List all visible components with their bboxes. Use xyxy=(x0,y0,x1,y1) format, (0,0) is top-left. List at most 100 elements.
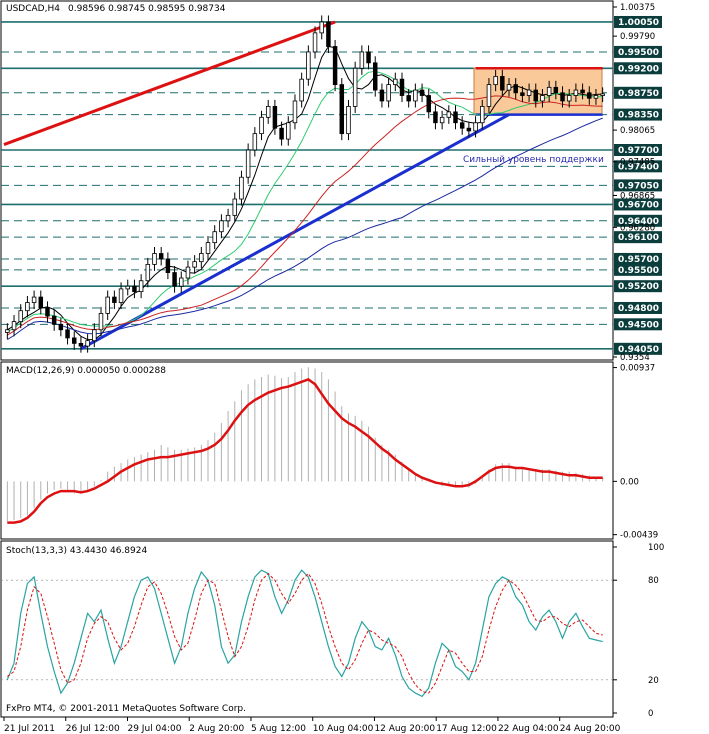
candle-body xyxy=(352,67,358,107)
candle-body xyxy=(366,51,371,64)
time-tick-label: 26 Jul 12:00 xyxy=(66,724,120,734)
candle-body xyxy=(339,84,345,135)
candle-body xyxy=(219,220,224,233)
level-price-tag xyxy=(614,301,662,314)
candle-body xyxy=(493,76,498,86)
price-tick-label: 0.97485 xyxy=(620,158,655,168)
level-price-tag xyxy=(614,160,662,173)
level-price-label: 1.00050 xyxy=(618,18,659,28)
candle-body xyxy=(439,116,445,124)
candle-body xyxy=(105,296,110,314)
stoch-main-line xyxy=(6,569,603,698)
level-price-tag xyxy=(614,86,662,99)
copyright-text: FxPro MT4, © 2001-2011 MetaQuotes Softwa… xyxy=(6,704,246,714)
candle-body xyxy=(125,285,130,290)
main-price-pane: 1.00050 0.99500 0.99200 0.98750 0.98350 0.977… xyxy=(0,0,662,363)
level-price-label: 0.98750 xyxy=(618,89,659,99)
resistance-trendline xyxy=(3,20,336,146)
candle-body xyxy=(279,127,284,140)
price-axis: 1.00050 0.99500 0.99200 0.98750 0.98350 0.977… xyxy=(613,3,662,363)
time-tick-label: 17 Aug 12:00 xyxy=(436,724,497,734)
candle-body xyxy=(453,111,458,124)
candle-body xyxy=(553,86,559,94)
candle-body xyxy=(332,46,338,86)
candle-body xyxy=(500,76,505,91)
candle-body xyxy=(326,21,331,47)
candle-body xyxy=(379,89,385,102)
candle-body xyxy=(520,92,525,96)
price-tick-label: 1.00375 xyxy=(620,3,655,13)
trendlines xyxy=(3,20,603,351)
candle-body xyxy=(593,95,599,99)
candle-body xyxy=(600,93,605,96)
stoch-tick-label: 100 xyxy=(648,543,664,553)
stoch-lines xyxy=(1,569,613,698)
candle-body xyxy=(199,253,204,263)
candle-body xyxy=(513,84,518,94)
price-tick-label: 0.99790 xyxy=(620,32,655,42)
level-price-tag xyxy=(614,263,662,276)
level-price-tag xyxy=(614,45,662,58)
candle-body xyxy=(252,133,258,151)
candle-body xyxy=(265,106,271,118)
candle-body xyxy=(560,92,565,102)
candle-body xyxy=(386,84,391,102)
candle-body xyxy=(58,323,64,331)
level-price-tag xyxy=(614,280,662,293)
candle-body xyxy=(466,127,472,132)
ma-red-line xyxy=(7,95,603,336)
macd-signal-path xyxy=(7,378,603,524)
candle-body xyxy=(192,261,197,268)
time-axis: 21 Jul 2011 26 Jul 12:00 29 Jul 04:00 2 Aug… xyxy=(1,716,621,734)
candle-body xyxy=(38,296,44,309)
time-tick-label: 10 Aug 04:00 xyxy=(313,724,374,734)
candle-body xyxy=(446,111,452,118)
macd-pane: 0.00937 0.00 -0.00439 MACD(12,26,9) 0.0000… xyxy=(0,361,658,541)
candle-body xyxy=(145,263,151,282)
candle-body xyxy=(480,106,485,124)
candle-body xyxy=(506,84,512,91)
level-price-label: 0.94050 xyxy=(618,345,659,355)
stoch-tick-label: 80 xyxy=(648,576,659,586)
candle-body xyxy=(65,329,70,339)
candle-body xyxy=(179,277,184,287)
time-tick-label: 24 Aug 20:00 xyxy=(560,724,621,734)
level-price-label: 0.97050 xyxy=(618,181,659,191)
stoch-pane-frame xyxy=(0,540,614,718)
stoch-signal-line xyxy=(7,572,603,694)
macd-tick-label: 0.00 xyxy=(620,477,639,487)
candle-body xyxy=(118,288,124,303)
candle-body xyxy=(212,231,217,244)
price-tick-label: 0.9354 xyxy=(620,353,650,363)
symbol-label: USDCAD,H4 xyxy=(6,4,60,14)
candle-body xyxy=(51,315,57,325)
candle-body xyxy=(259,116,264,135)
level-price-tag xyxy=(614,198,662,211)
candle-body xyxy=(45,307,50,317)
level-price-label: 0.98350 xyxy=(618,111,659,121)
support-trendline xyxy=(80,113,510,351)
level-price-tag xyxy=(614,108,662,121)
candlesticks xyxy=(5,15,605,353)
candle-body xyxy=(312,32,318,53)
level-price-tag xyxy=(614,231,662,244)
macd-pane-frame xyxy=(0,361,614,540)
time-tick-label: 12 Aug 20:00 xyxy=(374,724,435,734)
candle-body xyxy=(573,89,579,96)
level-price-label: 0.97700 xyxy=(618,146,659,156)
candle-body xyxy=(286,122,291,140)
stoch-tick-label: 20 xyxy=(648,676,659,686)
candle-body xyxy=(272,106,278,129)
candle-body xyxy=(165,258,171,273)
level-price-tag xyxy=(614,252,662,265)
time-tick-label: 22 Aug 04:00 xyxy=(498,724,559,734)
candle-body xyxy=(526,89,532,96)
support-annotation: Сильный уровень поддержки xyxy=(463,155,604,165)
macd-signal-line xyxy=(7,378,603,524)
stoch-label: Stoch(13,3,3) 43.4430 46.8924 xyxy=(6,546,147,556)
ma-blue-line xyxy=(7,117,603,341)
candle-body xyxy=(172,272,177,287)
candle-body xyxy=(232,198,238,216)
level-price-tag xyxy=(614,62,662,75)
candle-body xyxy=(540,95,545,102)
